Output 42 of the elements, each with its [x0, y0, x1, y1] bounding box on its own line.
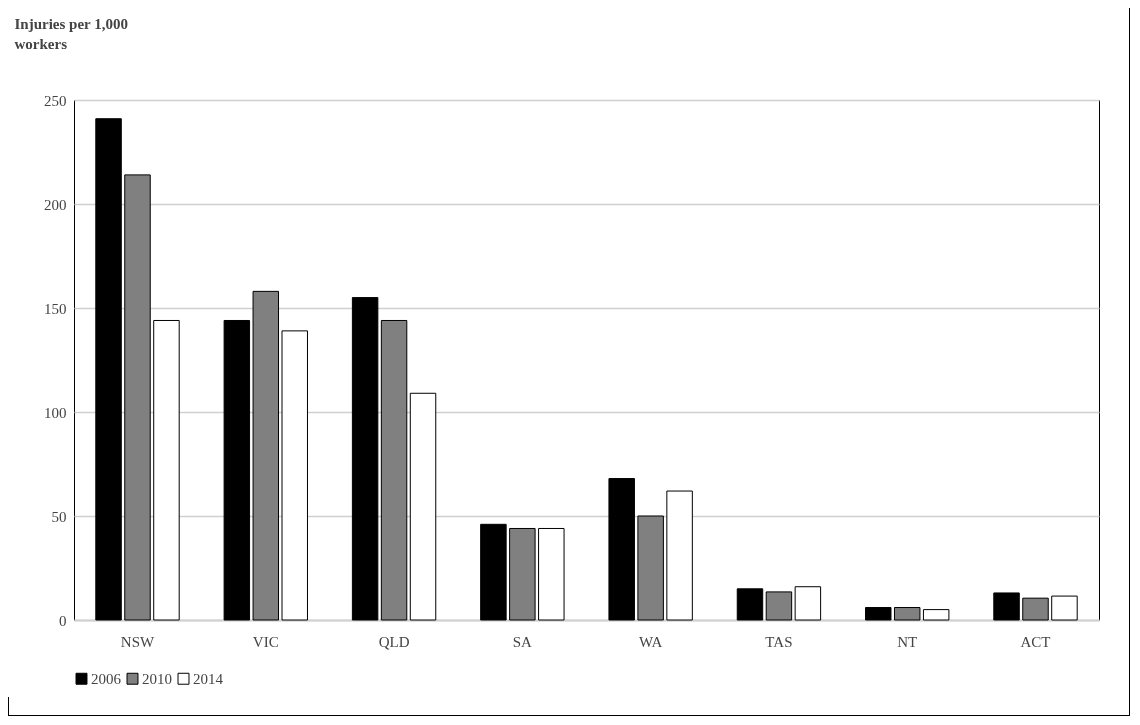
bar [794, 586, 822, 621]
bar [993, 592, 1020, 621]
x-tick-label: QLD [378, 633, 410, 650]
bar [281, 330, 308, 621]
y-tick-label: 50 [51, 508, 67, 525]
bar [1022, 597, 1049, 621]
bar [351, 297, 379, 621]
bar [538, 527, 565, 621]
y-tick-label: 0 [59, 612, 67, 629]
legend-label: 2010 [142, 670, 172, 687]
bar [736, 588, 764, 621]
bar [893, 607, 921, 621]
bar [765, 591, 793, 621]
x-tick-label: ACT [1020, 633, 1051, 650]
x-tick-label: NT [897, 633, 918, 650]
bar [865, 607, 892, 621]
bar [509, 527, 536, 621]
bar [223, 319, 251, 621]
y-tick-label: 150 [44, 300, 67, 317]
bar [637, 515, 664, 621]
x-tick-label: SA [512, 633, 533, 650]
x-tick-label: TAS [765, 633, 793, 650]
bar [252, 290, 280, 621]
bar [124, 174, 151, 621]
bar [608, 478, 635, 621]
x-tick-label: NSW [120, 633, 155, 650]
y-tick-label: 200 [44, 196, 67, 213]
bar [153, 319, 180, 621]
y-tick-label: 100 [44, 404, 67, 421]
legend-label: 2014 [193, 670, 224, 687]
bar [380, 319, 408, 621]
x-tick-label: VIC [252, 633, 279, 650]
bar [666, 490, 693, 621]
bar [480, 523, 507, 621]
y-axis-title: Injuries per 1,000 workers [14, 15, 128, 52]
bar [922, 609, 950, 621]
bar [1051, 595, 1078, 621]
x-tick-label: WA [638, 633, 663, 650]
y-tick-label: 250 [44, 92, 67, 109]
legend-label: 2006 [91, 670, 122, 687]
bar [409, 392, 437, 621]
bar [95, 118, 122, 621]
